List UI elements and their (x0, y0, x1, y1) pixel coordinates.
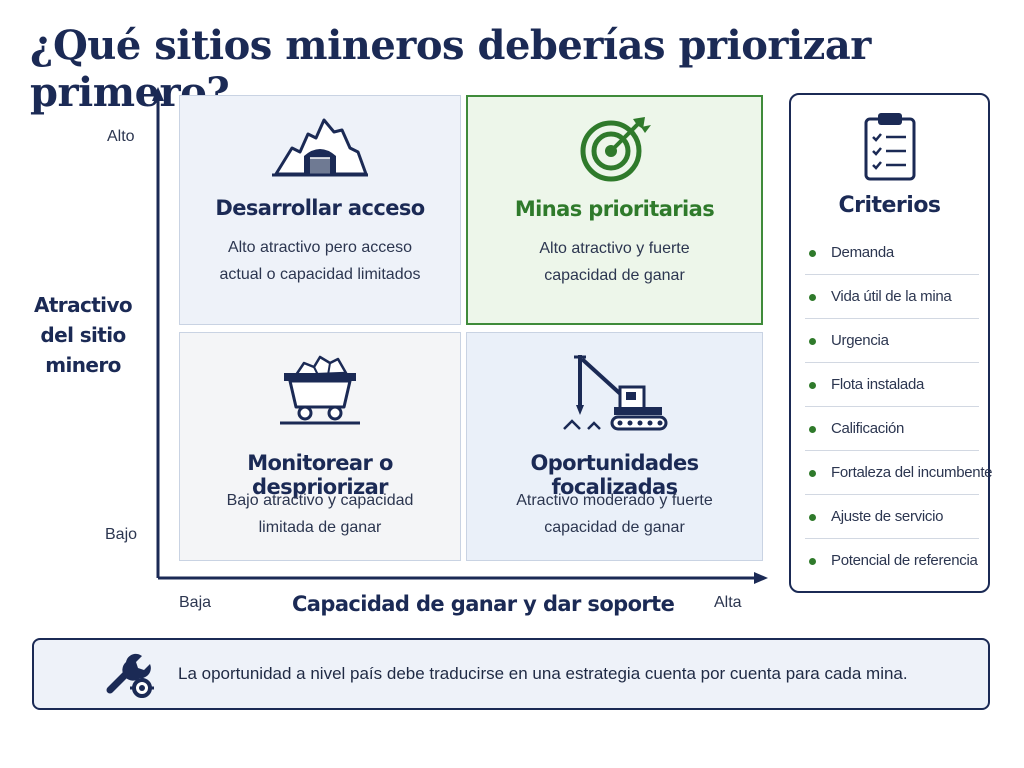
bullet-icon (809, 250, 816, 257)
bullet-icon (809, 470, 816, 477)
bullet-icon (809, 426, 816, 433)
x-axis-title: Capacidad de ganar y dar soporte (292, 592, 675, 616)
bullet-icon (809, 382, 816, 389)
quadrant-develop-access: Desarrollar acceso Alto atractivo pero a… (179, 95, 461, 325)
criteria-item: Flota instalada (805, 363, 979, 407)
description-line: capacidad de ganar (544, 267, 685, 284)
description-line: capacidad de ganar (544, 519, 685, 536)
bullet-icon (809, 294, 816, 301)
quadrant-title: Minas prioritarias (514, 197, 715, 221)
description-line: Alto atractivo pero acceso (227, 239, 413, 256)
y-axis-title-line1: Atractivo (33, 293, 133, 317)
bullet-icon (809, 338, 816, 345)
criteria-list: Demanda Vida útil de la mina Urgencia Fl… (805, 231, 993, 583)
description-line: actual o capacidad limitados (219, 266, 421, 283)
wrench-gear-icon (104, 652, 154, 703)
criteria-item-label: Flota instalada (831, 376, 925, 393)
criteria-item-label: Demanda (831, 244, 894, 261)
y-axis-low-label: Bajo (105, 526, 138, 543)
criteria-item: Ajuste de servicio (805, 495, 979, 539)
description-line: Alto atractivo y fuerte (539, 240, 690, 257)
quadrant-focused-opportunities: Oportunidades focalizadas Atractivo mode… (466, 332, 763, 561)
description-line: Atractivo moderado y fuerte (516, 492, 713, 509)
criteria-title: Criterios (838, 193, 941, 218)
quadrant-priority-mines: Minas prioritarias Alto atractivo y fuer… (466, 95, 763, 325)
criteria-item-label: Potencial de referencia (831, 552, 978, 569)
criteria-item: Vida útil de la mina (805, 275, 979, 319)
x-axis-high-label: Alta (714, 594, 742, 611)
summary-banner: La oportunidad a nivel país debe traduci… (32, 638, 990, 710)
quadrant-description: Alto atractivo pero acceso actual o capa… (180, 234, 460, 288)
target-icon (575, 113, 655, 188)
quadrant-title: Desarrollar acceso (215, 196, 425, 220)
criteria-item: Demanda (805, 231, 979, 275)
page-title: ¿Qué sitios mineros deberías priorizar p… (30, 22, 871, 116)
criteria-item-label: Vida útil de la mina (831, 288, 952, 305)
criteria-item-label: Urgencia (831, 332, 889, 349)
drill-rig-icon (560, 349, 670, 440)
quadrant-description: Atractivo moderado y fuerte capacidad de… (467, 487, 762, 541)
criteria-item: Urgencia (805, 319, 979, 363)
criteria-panel: Criterios Demanda Vida útil de la mina U… (789, 93, 993, 593)
criteria-item-label: Fortaleza del incumbente (831, 464, 993, 481)
mine-cart-icon (278, 349, 362, 434)
x-axis-low-label: Baja (179, 594, 212, 611)
bullet-icon (809, 514, 816, 521)
bullet-icon (809, 558, 816, 565)
quadrant-description: Alto atractivo y fuerte capacidad de gan… (468, 235, 761, 289)
y-axis-title-line2: del sitio minero (40, 323, 126, 377)
banner-text: La oportunidad a nivel país debe traduci… (178, 664, 908, 683)
quadrant-title: Oportunidades focalizadas (530, 451, 700, 499)
description-line: Bajo atractivo y capacidad (226, 492, 414, 509)
mine-entrance-icon (270, 112, 370, 187)
y-axis-high-label: Alto (107, 128, 135, 145)
quadrant-description: Bajo atractivo y capacidad limitada de g… (180, 487, 460, 541)
criteria-item: Calificación (805, 407, 979, 451)
y-axis-title: Atractivo del sitio minero (8, 290, 158, 380)
criteria-item-label: Calificación (831, 420, 905, 437)
description-line: limitada de ganar (258, 519, 382, 536)
criteria-item-label: Ajuste de servicio (831, 508, 944, 525)
clipboard-checklist-icon (861, 109, 919, 188)
quadrant-title: Monitorear o despriorizar (247, 451, 393, 499)
quadrant-monitor-deprioritize: Monitorear o despriorizar Bajo atractivo… (179, 332, 461, 561)
criteria-item: Fortaleza del incumbente (805, 451, 993, 495)
criteria-item: Potencial de referencia (805, 539, 979, 583)
